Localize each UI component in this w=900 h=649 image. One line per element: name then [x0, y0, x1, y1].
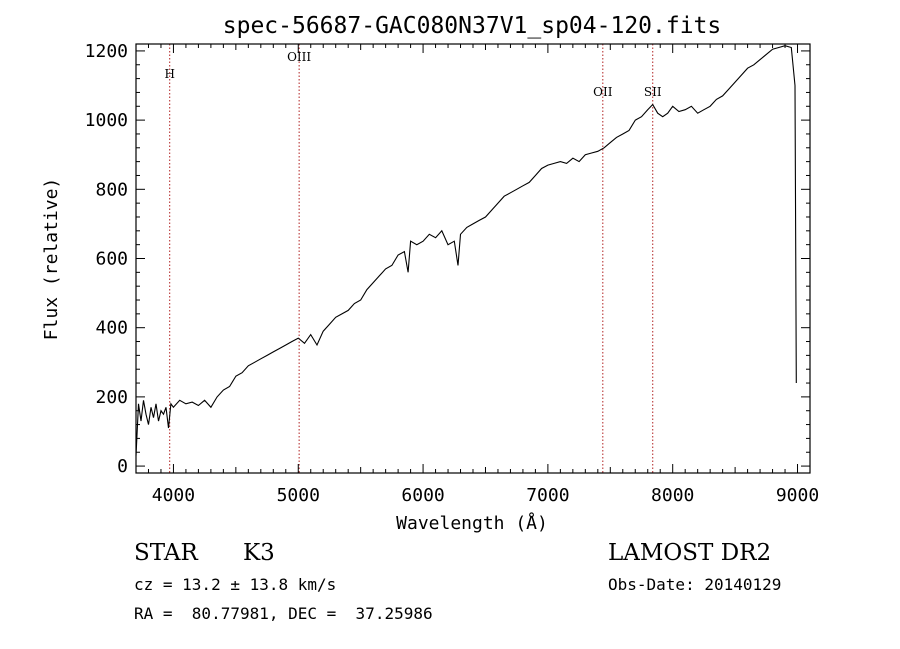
spectrum-series-line — [135, 45, 797, 456]
coordinates-line: RA = 80.77981, DEC = 37.25986 — [134, 604, 433, 623]
chart-title: spec-56687-GAC080N37V1_sp04-120.fits — [223, 13, 722, 39]
x-tick-label: 8000 — [651, 485, 694, 506]
object-class: STAR — [134, 540, 198, 566]
y-axis: 0 200 400 600 800 1000 1200 — [85, 41, 810, 477]
line-marker-label-oiii: OIII — [287, 50, 311, 64]
x-axis-label: Wavelength (Å) — [396, 512, 548, 534]
redshift-line: cz = 13.2 ± 13.8 km/s — [134, 575, 337, 594]
obs-date-line: Obs-Date: 20140129 — [608, 575, 782, 594]
object-subclass: K3 — [243, 540, 275, 566]
x-axis: 4000 5000 6000 7000 8000 9000 — [135, 44, 819, 506]
y-tick-label: 1000 — [85, 110, 128, 131]
line-marker-label-sii: SII — [644, 85, 662, 99]
x-tick-label: 7000 — [526, 485, 569, 506]
y-tick-label: 1200 — [85, 41, 128, 62]
x-tick-label: 4000 — [152, 485, 195, 506]
x-tick-label: 6000 — [401, 485, 444, 506]
y-tick-label: 0 — [117, 456, 128, 477]
y-tick-label: 600 — [95, 249, 128, 270]
survey-name: LAMOST DR2 — [608, 540, 772, 566]
x-tick-label: 5000 — [277, 485, 320, 506]
x-tick-label: 9000 — [776, 485, 819, 506]
y-tick-label: 800 — [95, 179, 128, 200]
y-tick-label: 200 — [95, 387, 128, 408]
line-marker-label-h: H — [164, 67, 174, 81]
line-markers: H OIII OII SII — [164, 44, 662, 473]
y-axis-label: Flux (relative) — [41, 178, 62, 341]
line-marker-label-oii: OII — [593, 85, 613, 99]
plot-frame — [135, 43, 811, 474]
y-tick-label: 400 — [95, 318, 128, 339]
